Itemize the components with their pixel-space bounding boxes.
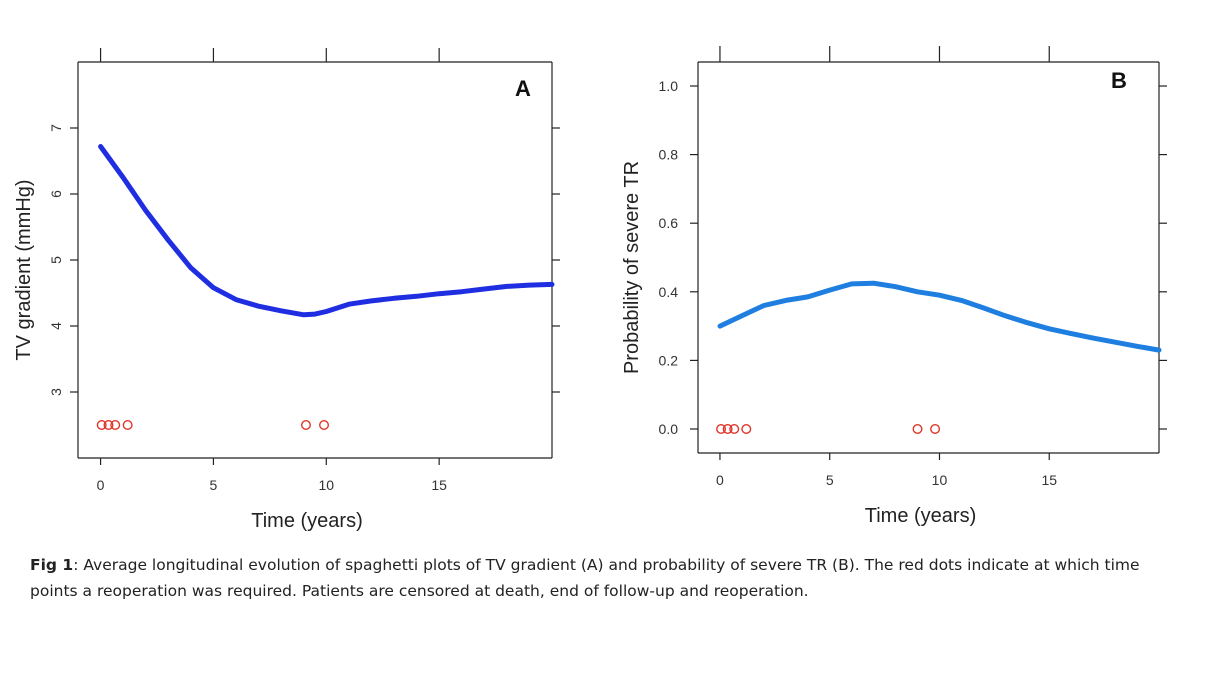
panel-a-y-tick-label: 3 (48, 388, 64, 396)
panel-a-reoperation-point (319, 420, 330, 431)
panel-b-x-tick-label: 10 (932, 472, 948, 488)
panel-a-series-line (98, 144, 555, 318)
panel-a-y-tick-label: 7 (48, 124, 64, 132)
panel-b-x-tick-label: 0 (716, 472, 724, 488)
panel-a-x-tick-label: 15 (431, 477, 447, 493)
panel-a-y-tick-label: 5 (48, 256, 64, 264)
panel-a-x-axis-title: Time (years) (251, 510, 362, 532)
figure-caption: Fig 1: Average longitudinal evolution of… (30, 552, 1190, 604)
panel-a-y-axis-title: TV gradient (mmHg) (13, 179, 35, 360)
caption-text: : Average longitudinal evolution of spag… (30, 556, 1140, 600)
panel-b-reoperation-point (722, 423, 733, 434)
panel-a-chart: 0 5 10 15 3 4 5 6 7 Time (years) TV gradient (mmHg… (13, 48, 560, 532)
panel-b-reoperation-point (741, 423, 752, 434)
panel-b-y-tick-label: 0.6 (659, 215, 679, 231)
panel-b-y-axis-title: Probability of severe TR (621, 161, 643, 374)
panel-b-chart: 0 5 10 15 0.0 0.2 0.4 0.6 0.8 1.0 Time (years) Prob… (621, 46, 1167, 527)
caption-label: Fig 1 (30, 556, 74, 574)
panel-a-y-tick-label: 4 (48, 322, 64, 330)
panel-a-reoperation-point (110, 420, 121, 431)
panel-b-y-tick-label: 0.0 (659, 421, 679, 437)
panel-a-reoperation-point (122, 420, 133, 431)
panel-b-series-line (717, 280, 1162, 353)
panel-a-x-tick-label: 10 (318, 477, 334, 493)
panel-b-x-axis-title: Time (years) (865, 505, 976, 527)
panel-a-x-tick-label: 5 (210, 477, 218, 493)
panel-a-y-tick-label: 6 (48, 190, 64, 198)
panel-a-reoperation-point (103, 420, 114, 431)
panel-a-reoperation-point (300, 420, 311, 431)
panel-a-reoperation-point (96, 420, 107, 431)
panel-b-y-tick-label: 0.2 (659, 352, 679, 368)
panel-b-y-tick-label: 0.8 (659, 147, 679, 163)
panel-a-panel-label: A (515, 76, 531, 101)
panel-b-reoperation-point (930, 423, 941, 434)
panel-b-x-tick-label: 5 (826, 472, 834, 488)
panel-b-x-tick-label: 15 (1041, 472, 1057, 488)
panel-a-x-tick-label: 0 (97, 477, 105, 493)
figure: 0 5 10 15 3 4 5 6 7 Time (years) TV gradient (mmHg… (13, 46, 1167, 532)
panel-b-panel-label: B (1111, 68, 1127, 93)
panel-b-y-tick-label: 1.0 (659, 78, 679, 94)
panel-b-y-tick-label: 0.4 (659, 284, 679, 300)
panel-b-reoperation-point (716, 423, 727, 434)
panel-b-reoperation-point (729, 423, 740, 434)
panel-b-reoperation-point (912, 423, 923, 434)
